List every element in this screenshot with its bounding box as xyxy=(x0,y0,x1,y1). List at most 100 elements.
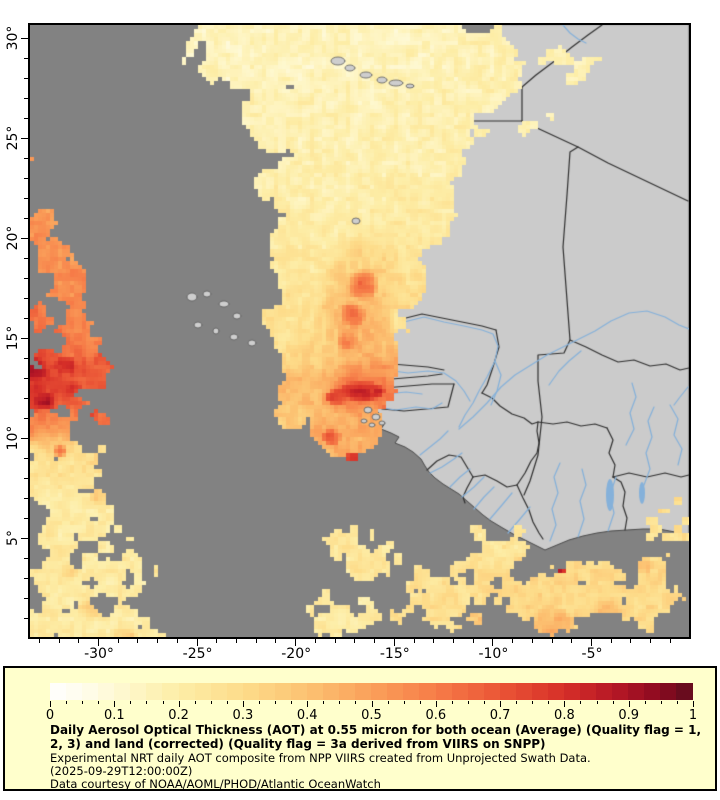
caption-timestamp: (2025-09-29T12:00:00Z) xyxy=(50,764,193,778)
colorbar-tick-label: 0.7 xyxy=(489,708,511,723)
y-axis-minor-tick xyxy=(24,278,28,279)
colorbar-segment xyxy=(194,683,211,700)
x-axis-minor-tick xyxy=(630,639,632,643)
y-axis-minor-tick xyxy=(24,418,28,419)
colorbar-minor-tick xyxy=(82,701,84,704)
colorbar-tick-label: 0.8 xyxy=(554,708,575,723)
y-axis-minor-tick xyxy=(24,598,28,599)
x-axis-major-tick xyxy=(591,639,592,646)
x-axis-minor-tick xyxy=(334,639,336,643)
colorbar-segment xyxy=(419,683,436,700)
colorbar-segment xyxy=(323,683,340,700)
caption-title-line-1: Daily Aerosol Optical Thickness (AOT) at… xyxy=(50,723,702,737)
colorbar-segment xyxy=(564,683,581,700)
x-axis-major-tick xyxy=(295,639,297,646)
colorbar-minor-tick xyxy=(194,701,196,704)
y-axis-minor-tick xyxy=(24,178,28,179)
colorbar-major-tick xyxy=(564,701,566,707)
colorbar-segment xyxy=(435,683,452,700)
colorbar-major-tick xyxy=(50,701,51,707)
y-axis-minor-tick xyxy=(24,78,28,79)
colorbar-minor-tick xyxy=(644,701,646,704)
y-axis-minor-tick xyxy=(24,358,28,359)
colorbar-segment xyxy=(66,683,83,700)
colorbar-tick-label: 0.3 xyxy=(232,708,254,723)
x-axis-minor-tick xyxy=(571,639,573,643)
colorbar-segment xyxy=(403,683,420,700)
y-axis-minor-tick xyxy=(24,618,28,619)
y-axis-label: 5° xyxy=(5,530,21,546)
y-axis-label: 30° xyxy=(5,25,21,51)
y-axis-label: 10° xyxy=(5,425,21,451)
colorbar-segment xyxy=(130,683,147,700)
legend-box: 0 0.1 0.2 0.3 0.4 0.5 0.6 0.7 0.8 0.9 1 Daily Aero… xyxy=(3,666,717,791)
y-axis-minor-tick xyxy=(24,498,28,499)
colorbar-minor-tick xyxy=(162,701,164,704)
x-axis-minor-tick xyxy=(512,639,514,643)
y-axis-major-tick xyxy=(21,38,28,39)
colorbar-minor-tick xyxy=(596,701,598,704)
colorbar-minor-tick xyxy=(98,701,100,704)
colorbar-segment xyxy=(114,683,131,700)
y-axis-label: 15° xyxy=(5,325,21,351)
x-axis-label: -15° xyxy=(379,646,410,662)
x-axis-label: -30° xyxy=(84,646,114,662)
colorbar-tick-label: 0.1 xyxy=(103,708,125,723)
y-axis-label: 20° xyxy=(5,225,21,251)
colorbar-segment xyxy=(596,683,613,700)
colorbar-tick-label: 0.5 xyxy=(361,708,382,723)
colorbar-minor-tick xyxy=(275,701,277,704)
y-axis-minor-tick xyxy=(24,518,28,519)
x-axis-minor-tick xyxy=(551,639,553,643)
colorbar-minor-tick xyxy=(612,701,614,704)
y-axis-minor-tick xyxy=(24,558,28,559)
colorbar-minor-tick xyxy=(548,701,550,704)
colorbar-minor-tick xyxy=(660,701,662,704)
y-axis-minor-tick xyxy=(24,158,28,159)
x-axis-minor-tick xyxy=(117,639,119,643)
y-axis-minor-tick xyxy=(24,318,28,319)
colorbar-minor-tick xyxy=(146,701,148,704)
colorbar-tick-label: 0.6 xyxy=(425,708,447,723)
y-axis-minor-tick xyxy=(24,198,28,199)
y-axis-major-tick xyxy=(21,438,28,439)
x-axis-minor-tick xyxy=(38,639,40,643)
x-axis-major-tick xyxy=(98,639,99,646)
colorbar-segment xyxy=(612,683,629,700)
colorbar-segment xyxy=(178,683,195,700)
colorbar-segment xyxy=(547,683,564,700)
colorbar-segment xyxy=(499,683,516,700)
x-axis-minor-tick xyxy=(275,639,277,643)
x-axis-major-tick xyxy=(393,639,395,646)
x-axis-minor-tick xyxy=(374,639,376,643)
x-axis-minor-tick xyxy=(157,639,159,643)
y-axis-minor-tick xyxy=(24,258,28,259)
x-axis-minor-tick xyxy=(78,639,80,643)
y-axis-major-tick xyxy=(21,138,28,139)
colorbar-segment xyxy=(483,683,500,700)
x-axis-minor-tick xyxy=(354,639,356,643)
colorbar-minor-tick xyxy=(66,701,68,704)
colorbar-major-tick xyxy=(628,701,630,707)
x-axis-label: -5° xyxy=(581,646,603,662)
colorbar-segment xyxy=(339,683,356,700)
colorbar-minor-tick xyxy=(532,701,534,704)
colorbar-segment xyxy=(371,683,388,700)
x-axis-minor-tick xyxy=(413,639,415,643)
colorbar-segment xyxy=(307,683,324,700)
colorbar xyxy=(50,683,693,700)
x-axis-minor-tick xyxy=(314,639,316,643)
colorbar-major-tick xyxy=(435,701,437,707)
colorbar-minor-tick xyxy=(516,701,518,704)
colorbar-tick-label: 0.9 xyxy=(618,708,640,723)
x-axis-minor-tick xyxy=(472,639,474,643)
colorbar-minor-tick xyxy=(258,701,260,704)
colorbar-segment xyxy=(628,683,645,700)
caption-credit: Data courtesy of NOAA/AOML/PHOD/Atlantic… xyxy=(50,777,381,791)
colorbar-minor-tick xyxy=(210,701,212,704)
y-axis-minor-tick xyxy=(24,98,28,99)
y-axis-label: 25° xyxy=(5,125,21,151)
colorbar-segment xyxy=(50,683,67,700)
colorbar-major-tick xyxy=(114,701,116,707)
colorbar-major-tick xyxy=(242,701,244,707)
